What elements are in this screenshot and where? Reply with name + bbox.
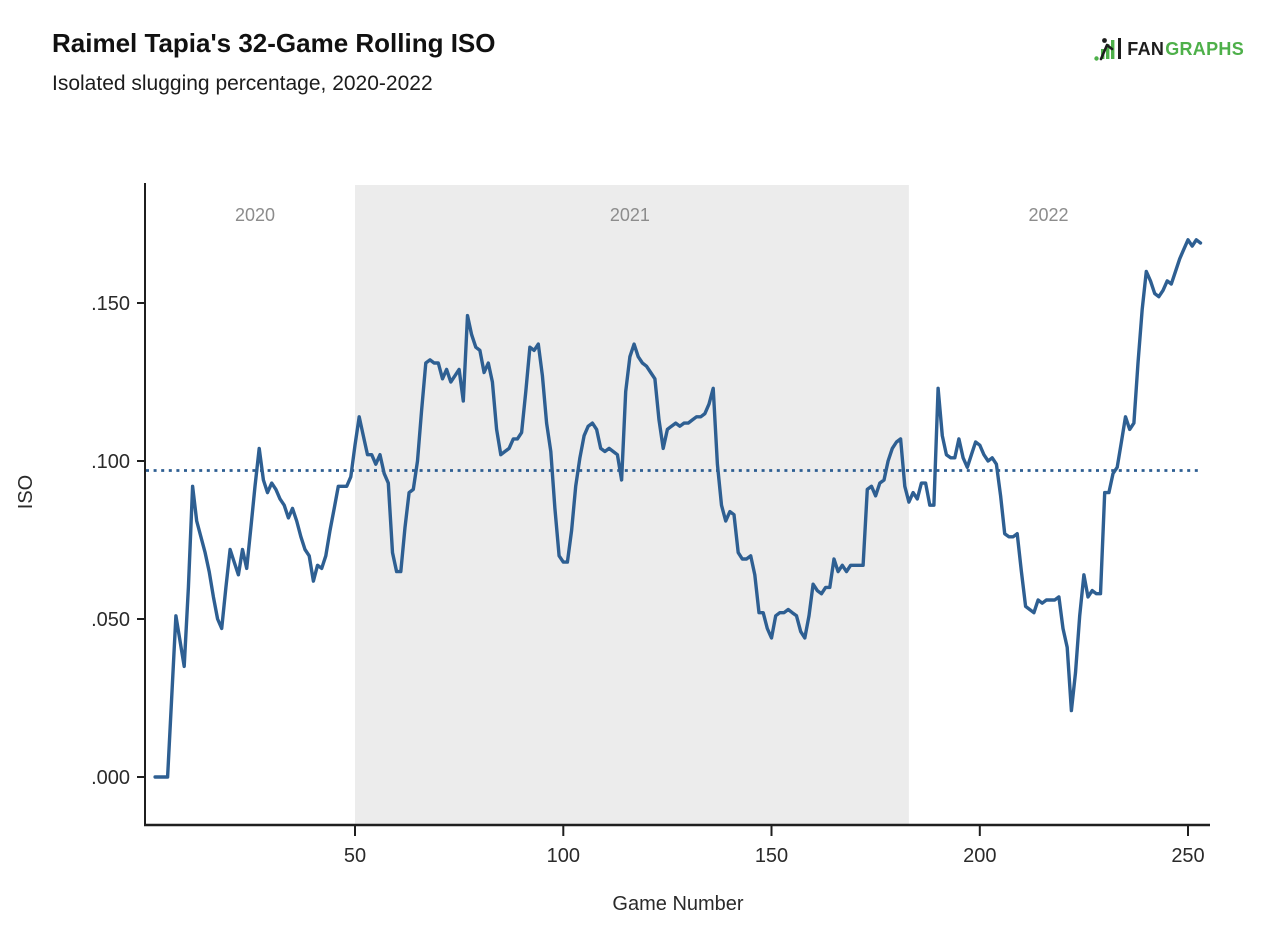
year-label-2021: 2021 (610, 205, 650, 225)
year-label-2022: 2022 (1028, 205, 1068, 225)
y-tick-label: .000 (91, 767, 130, 789)
y-axis-title: ISO (15, 475, 37, 509)
page-subtitle: Isolated slugging percentage, 2020-2022 (52, 72, 433, 95)
x-tick-label: 200 (963, 845, 996, 867)
fangraphs-logo: FAN GRAPHS (1094, 36, 1244, 62)
fangraphs-logo-icon (1094, 36, 1126, 62)
rolling-iso-line (153, 238, 1203, 779)
season-band-2021 (355, 185, 909, 825)
page-title: Raimel Tapia's 32-Game Rolling ISO (52, 28, 496, 58)
year-label-2020: 2020 (235, 205, 275, 225)
x-axis-title: Game Number (612, 893, 743, 915)
y-tick-label: .150 (91, 293, 130, 315)
x-tick-label: 100 (547, 845, 580, 867)
x-tick-label: 50 (344, 845, 366, 867)
logo-text-graphs: GRAPHS (1165, 38, 1244, 59)
y-tick-label: .050 (91, 609, 130, 631)
x-tick-label: 150 (755, 845, 788, 867)
logo-text-fan: FAN (1127, 38, 1165, 59)
y-tick-label: .100 (91, 451, 130, 473)
x-tick-label: 250 (1171, 845, 1204, 867)
